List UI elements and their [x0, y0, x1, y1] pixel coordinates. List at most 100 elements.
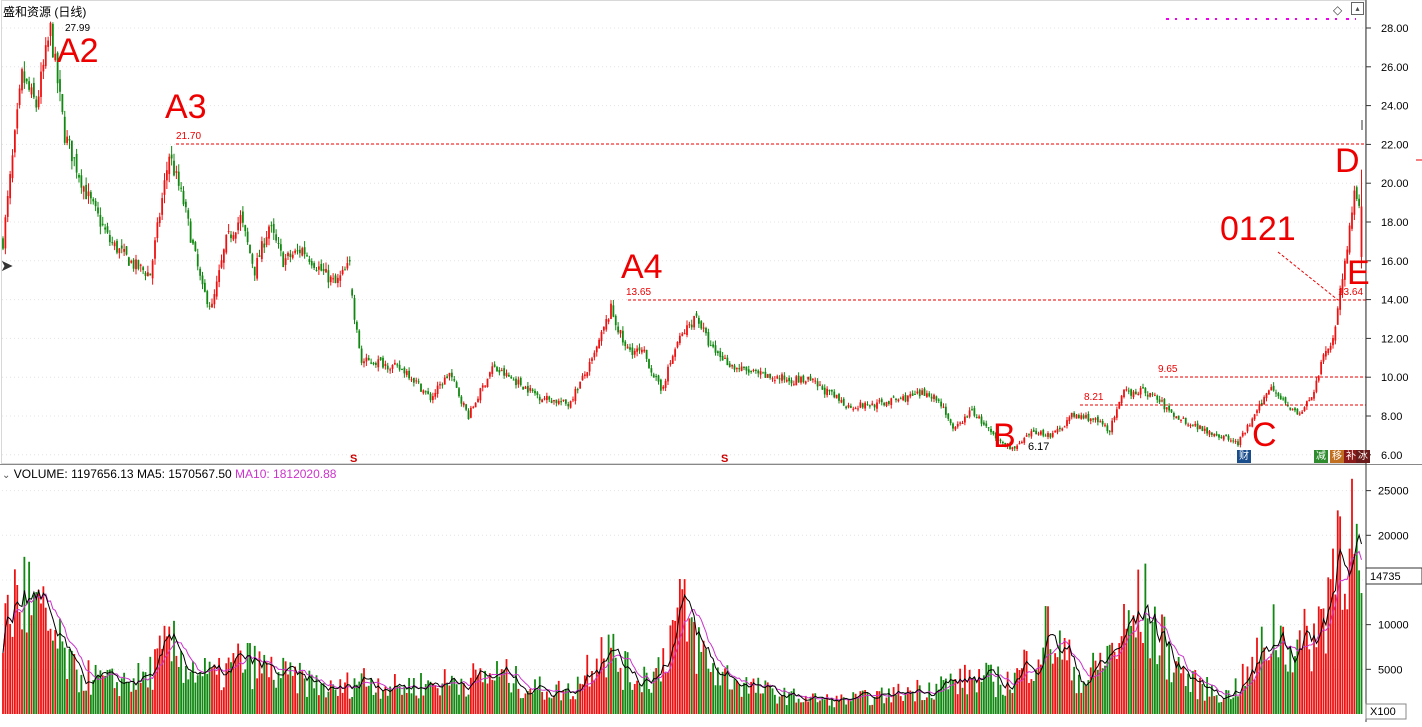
candle-body-572	[1360, 206, 1363, 257]
candle-body-52	[125, 246, 128, 255]
annotation-d: D	[1335, 142, 1360, 180]
candle-body-46	[111, 242, 114, 244]
candle-body-86	[206, 291, 209, 305]
candle-body-278	[662, 386, 665, 389]
candle-body-441	[1049, 433, 1052, 438]
volume-bar-401	[954, 679, 957, 714]
candle-body-450	[1070, 412, 1073, 418]
volume-bar-0	[2, 653, 4, 714]
candle-body-158	[377, 359, 380, 368]
candle-body-332	[790, 380, 793, 384]
collapse-chevron-icon[interactable]: ⌄	[3, 3, 12, 14]
volume-bar-106	[253, 645, 256, 714]
annotation-a4: A4	[621, 248, 663, 286]
volume-bar-390	[928, 682, 931, 714]
price-tick-label-7: 20.00	[1381, 178, 1409, 190]
candle-body-413	[982, 422, 985, 425]
price-chart-panel[interactable]: 6.00 8.00 10.00 12.00 14.00 16.00 18.00 20.00 22…	[0, 0, 1422, 465]
candle-body-408	[971, 409, 973, 411]
candle-body-194	[462, 402, 465, 406]
candle-body-34	[82, 186, 85, 192]
candle-body-384	[914, 393, 916, 395]
volume-bar-166	[396, 685, 399, 714]
candle-body-141	[336, 277, 339, 283]
candle-body-79	[189, 221, 192, 243]
candle-body-531	[1263, 397, 1266, 405]
candle-body-37	[89, 192, 92, 199]
candle-body-318	[757, 370, 760, 374]
candle-body-507	[1206, 427, 1209, 434]
financial-report-badge[interactable]: 财	[1237, 450, 1251, 463]
volume-bar-96	[230, 662, 232, 714]
candle-body-214	[510, 376, 513, 379]
volume-bar-420	[999, 684, 1002, 714]
volume-bar-130	[310, 674, 313, 714]
candle-body-400	[952, 423, 954, 429]
volume-bar-387	[921, 700, 924, 714]
volume-bar-52	[125, 682, 128, 714]
volume-bar-282	[671, 620, 674, 714]
badge-reduce[interactable]: 减	[1314, 450, 1328, 463]
candle-body-309	[735, 368, 738, 370]
volume-bar-247	[588, 686, 591, 714]
badge-move[interactable]: 移	[1330, 450, 1344, 463]
volume-bar-336	[800, 702, 802, 714]
volume-bar-313	[745, 677, 748, 714]
volume-bar-531	[1263, 647, 1266, 714]
volume-bar-277	[659, 681, 662, 714]
volume-bar-521	[1239, 693, 1242, 714]
candle-body-153	[365, 357, 368, 362]
volume-bar-373	[887, 688, 890, 714]
volume-bar-564	[1341, 609, 1344, 714]
candle-body-508	[1208, 431, 1211, 435]
badge-supplement[interactable]: 补	[1344, 450, 1358, 463]
candle-body-353	[840, 400, 843, 403]
volume-bar-295	[702, 640, 705, 714]
window-toggle-icon[interactable]: ▴	[1351, 2, 1364, 15]
volume-bar-407	[968, 669, 971, 714]
volume-bar-305	[726, 665, 729, 714]
volume-collapse-icon[interactable]: ⌄	[2, 470, 11, 481]
candle-body-522	[1241, 432, 1244, 437]
candle-body-225	[536, 392, 539, 396]
volume-bar-342	[814, 693, 817, 714]
volume-bar-344	[819, 700, 821, 714]
candle-body-239	[569, 401, 572, 408]
candle-body-559	[1329, 345, 1332, 350]
volume-bar-495	[1177, 657, 1180, 714]
volume-bar-288	[686, 641, 688, 714]
candle-body-113	[270, 225, 273, 227]
candle-body-136	[325, 268, 327, 273]
candle-body-30	[73, 157, 76, 159]
volume-bar-418	[994, 697, 997, 714]
candle-body-140	[334, 275, 337, 284]
candle-body-322	[766, 374, 769, 378]
candle-body-520	[1237, 441, 1239, 446]
volume-bar-362	[861, 690, 864, 714]
volume-bar-457	[1087, 680, 1090, 714]
volume-bar-302	[719, 685, 722, 714]
candle-body-167	[398, 364, 401, 370]
volume-bar-142	[339, 679, 342, 714]
volume-bar-119	[284, 661, 287, 714]
candle-body-458	[1089, 418, 1092, 422]
price-label-13.64: 13.64	[1338, 287, 1363, 298]
volume-bar-125	[298, 662, 301, 714]
volume-bar-238	[567, 683, 570, 714]
candle-body-485	[1153, 394, 1156, 396]
candle-body-556	[1322, 354, 1325, 362]
candle-body-477	[1134, 391, 1137, 395]
badge-ice[interactable]: 冰	[1356, 450, 1370, 463]
volume-bar-210	[500, 669, 503, 714]
volume-chart-panel[interactable]: 500010000150002000025000 14735 X100 ⌄ VO…	[0, 464, 1422, 722]
candle-body-345	[821, 386, 824, 390]
diamond-icon[interactable]: ◇	[1333, 3, 1343, 17]
volume-bar-435	[1035, 669, 1038, 714]
candle-body-334	[795, 376, 798, 386]
candle-body-486	[1156, 395, 1159, 400]
volume-bar-59	[142, 671, 145, 714]
candle-body-528	[1256, 410, 1258, 413]
candle-body-564	[1341, 279, 1344, 294]
candle-body-26	[63, 116, 66, 143]
volume-bar-261	[621, 689, 624, 714]
